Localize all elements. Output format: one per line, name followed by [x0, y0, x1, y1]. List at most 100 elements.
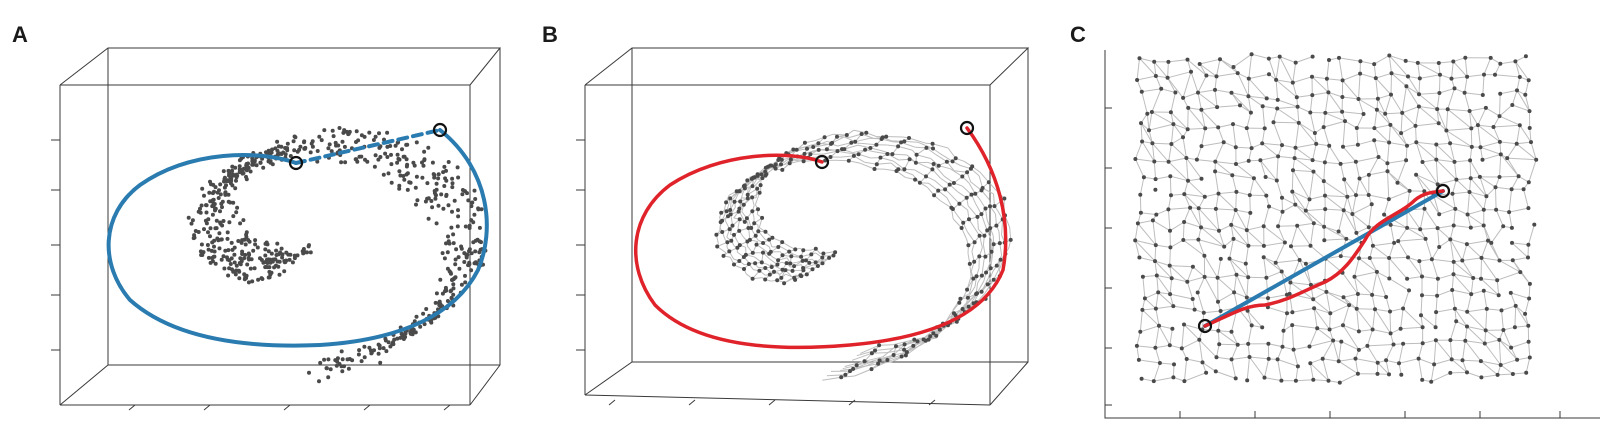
graph-edge: [1356, 226, 1370, 234]
data-point: [450, 209, 454, 214]
graph-edge: [1477, 107, 1487, 126]
data-point: [232, 252, 237, 257]
graph-edge: [1511, 242, 1529, 258]
graph-node: [934, 333, 939, 338]
data-point: [226, 168, 231, 173]
data-point: [266, 249, 271, 254]
graph-node: [878, 155, 883, 160]
graph-node: [727, 227, 732, 232]
graph-node: [1523, 92, 1528, 97]
graph-edge: [1524, 94, 1530, 112]
graph-edge: [1156, 275, 1171, 295]
graph-node: [1484, 306, 1489, 311]
graph-edge: [1292, 158, 1296, 171]
graph-node: [755, 173, 760, 178]
graph-node: [769, 163, 774, 168]
graph-edge: [1311, 76, 1327, 80]
graph-edge: [1249, 178, 1255, 196]
graph-edge: [1295, 366, 1299, 381]
data-point: [326, 357, 331, 362]
graph-edge: [947, 147, 957, 159]
graph-node: [1526, 78, 1531, 83]
graph-edge: [1290, 245, 1311, 247]
data-point: [266, 275, 271, 280]
graph-edge: [1342, 121, 1346, 147]
graph-edge: [1452, 191, 1470, 195]
graph-node: [884, 134, 889, 139]
data-point: [244, 230, 249, 235]
data-point: [221, 254, 226, 259]
graph-edge: [1358, 329, 1373, 332]
graph-node: [1509, 225, 1514, 230]
graph-node: [1290, 323, 1295, 328]
graph-edge: [1383, 198, 1390, 215]
graph-node: [1496, 293, 1501, 298]
graph-node: [1509, 345, 1514, 350]
graph-edge: [1422, 159, 1437, 163]
graph-edge: [1169, 344, 1182, 349]
graph-edge: [1324, 145, 1330, 163]
graph-edge: [1351, 213, 1357, 234]
graph-edge: [1154, 347, 1161, 364]
data-point: [455, 165, 460, 170]
graph-node: [763, 266, 768, 270]
graph-node: [874, 142, 879, 147]
graph-edge: [1466, 311, 1487, 331]
graph-edge: [1275, 79, 1279, 100]
graph-node: [1227, 256, 1232, 261]
graph-edge: [1323, 209, 1326, 227]
graph-edge: [1140, 325, 1160, 333]
data-point: [210, 240, 215, 245]
graph-edge: [1449, 143, 1455, 163]
graph-node: [1171, 304, 1176, 309]
graph-node: [1249, 323, 1254, 328]
graph-edge: [1263, 206, 1270, 227]
data-point: [459, 244, 464, 249]
graph-edge: [1358, 98, 1364, 115]
data-point: [356, 138, 361, 143]
graph-edge: [1375, 77, 1392, 95]
graph-edge: [1437, 228, 1440, 248]
graph-edge: [1273, 121, 1299, 124]
graph-edge: [770, 263, 783, 271]
graph-node: [849, 140, 854, 145]
axis-tick: [203, 404, 211, 411]
graph-edge: [1230, 224, 1234, 239]
graph-node: [964, 195, 969, 200]
graph-edge: [1268, 58, 1277, 81]
graph-node: [1190, 297, 1195, 301]
graph-node: [1367, 256, 1372, 260]
data-point: [219, 237, 223, 242]
graph-edge: [1231, 331, 1239, 345]
graph-edge: [1316, 327, 1334, 341]
data-point: [292, 148, 297, 153]
graph-edge: [1313, 308, 1331, 330]
graph-node: [746, 262, 751, 266]
graph-node: [1267, 72, 1271, 77]
graph-edge: [1266, 271, 1282, 279]
graph-node: [802, 151, 807, 156]
graph-node: [782, 281, 787, 286]
graph-edge: [1217, 277, 1235, 293]
graph-edge: [1248, 78, 1268, 99]
graph-edge: [967, 286, 976, 298]
graph-edge: [878, 361, 893, 365]
graph-node: [1260, 325, 1265, 330]
graph-node: [975, 214, 980, 219]
graph-node: [1153, 243, 1158, 248]
graph-edge: [1323, 180, 1348, 198]
data-point: [254, 163, 259, 168]
graph-edge: [1355, 358, 1359, 374]
graph-edge: [1142, 276, 1146, 299]
data-point: [217, 231, 222, 236]
graph-edge: [1401, 112, 1416, 127]
data-point: [230, 267, 234, 272]
data-point: [453, 275, 457, 280]
graph-edge: [1372, 294, 1387, 298]
graph-node: [1516, 174, 1521, 179]
graph-node: [772, 269, 776, 274]
graph-node: [1336, 359, 1341, 364]
data-point: [395, 152, 400, 157]
graph-edge: [1263, 256, 1276, 264]
graph-node: [1357, 256, 1361, 261]
